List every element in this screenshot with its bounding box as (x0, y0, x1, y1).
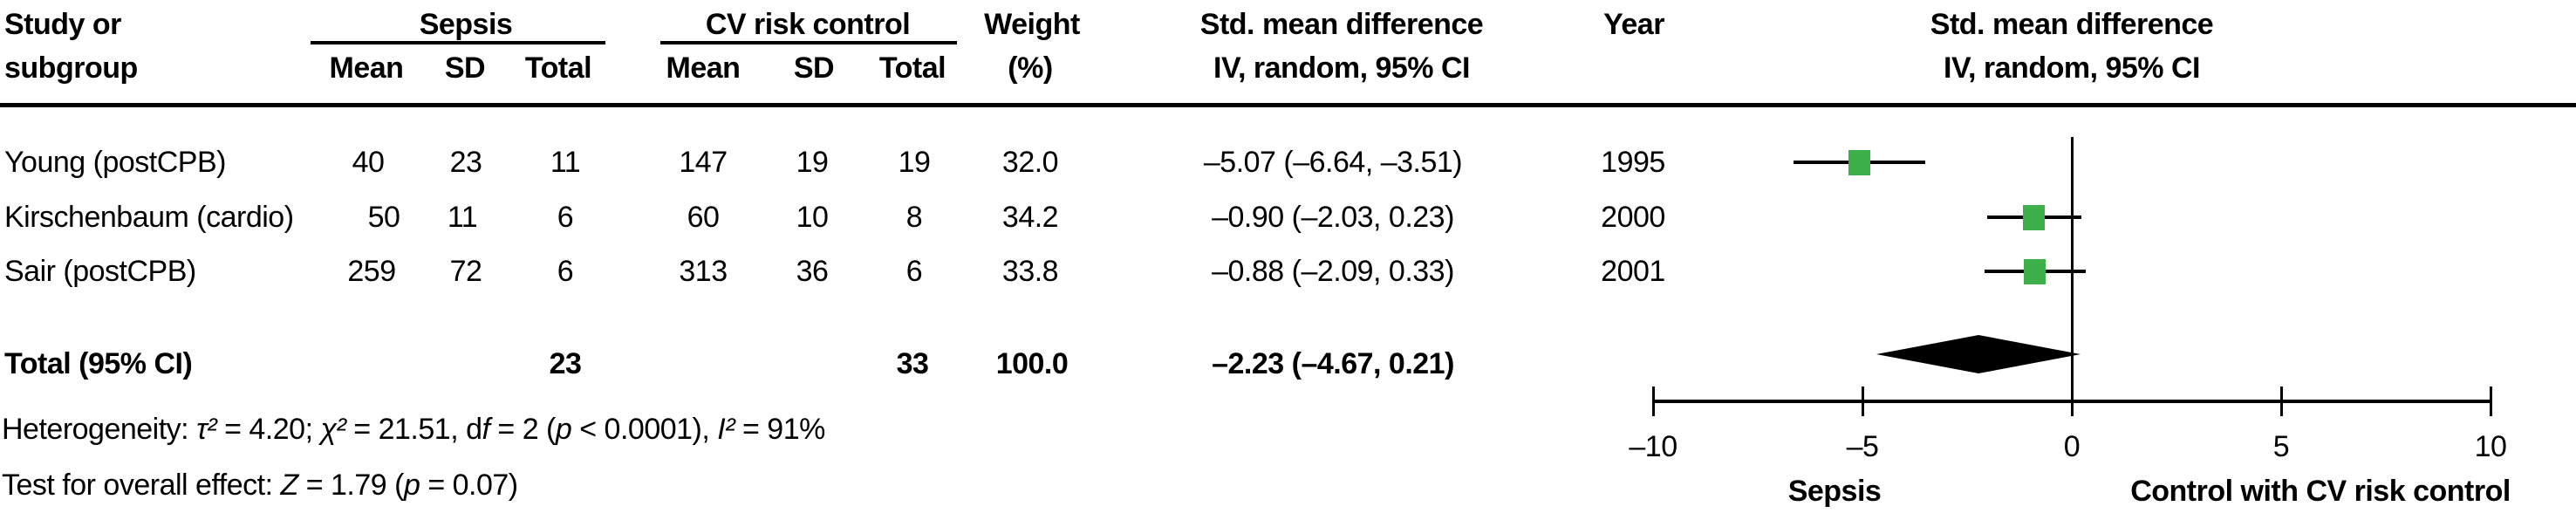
year-value: 2000 (1601, 201, 1665, 234)
total-diamond-shape (1876, 335, 2081, 373)
footnote-segment: p (403, 469, 420, 502)
control-sd-value: 36 (796, 255, 829, 288)
group2-underline (660, 41, 957, 44)
total-control-total: 33 (896, 347, 929, 380)
plot-header-line2: IV, random, 95% CI (1944, 51, 2200, 85)
header-g2-mean: Mean (666, 51, 741, 85)
header-g1-mean: Mean (329, 51, 404, 85)
footnote-segment: < 0.0001), (571, 413, 718, 446)
heterogeneity-note: Heterogeneity: τ² = 4.20; χ² = 21.51, df… (2, 414, 825, 444)
control-total-value: 8 (905, 201, 923, 234)
weight-value: 34.2 (1001, 201, 1059, 234)
sepsis-sd-value: 11 (447, 201, 478, 234)
total-sepsis-total: 23 (549, 347, 582, 380)
study-marker-square (2024, 258, 2046, 284)
header-rule (0, 103, 2576, 107)
group1-underline (311, 41, 605, 44)
footnote-segment: = 4.20; (216, 413, 321, 446)
total-smd-ci: –2.23 (–4.67, 0.21) (1212, 347, 1454, 380)
footnote-segment: Test for overall effect: (2, 469, 281, 502)
total-diamond (1876, 335, 2081, 373)
sepsis-mean-value: 50 (367, 201, 400, 234)
plot-header-line1: Std. mean difference (1930, 8, 2214, 41)
smd-ci-value: –0.88 (–2.09, 0.33) (1212, 255, 1454, 288)
study-name: Sair (postCPB) (4, 255, 196, 288)
footnote-segment: τ² (196, 413, 217, 446)
study-name: Kirschenbaum (cardio) (4, 201, 294, 234)
x-axis-tick (1861, 387, 1864, 416)
header-g2-sd: SD (793, 51, 835, 85)
control-mean-value: 60 (687, 201, 720, 234)
sepsis-total-value: 6 (557, 255, 574, 288)
x-axis-tick (2489, 387, 2492, 416)
header-group2: CV risk control (705, 8, 911, 41)
header-smd-line1: Std. mean difference (1199, 8, 1484, 41)
x-axis-tick-label: –5 (1846, 430, 1879, 463)
control-total-value: 19 (898, 146, 931, 179)
header-weight-line2: (%) (1008, 51, 1053, 85)
footnote-segment: Z (280, 469, 298, 502)
header-study-line2: subgroup (4, 51, 138, 85)
x-axis-tick (2279, 387, 2283, 416)
study-marker-square (1848, 149, 1871, 175)
control-sd-value: 19 (796, 146, 829, 179)
header-study-line1: Study or (4, 8, 121, 41)
footnote-segment: = 2 ( (489, 413, 556, 446)
x-axis-tick-label: 10 (2474, 430, 2507, 463)
x-axis-tick-label: 0 (2063, 430, 2081, 463)
header-g1-sd: SD (444, 51, 486, 85)
year-value: 2001 (1601, 255, 1665, 288)
header-group1: Sepsis (419, 8, 513, 41)
header-g1-total: Total (524, 51, 592, 85)
footnote-segment: = 21.51, d (345, 413, 482, 446)
axis-label-left: Sepsis (1787, 475, 1882, 508)
sepsis-sd-value: 23 (449, 146, 482, 179)
total-label: Total (95% CI) (4, 347, 193, 380)
control-total-value: 6 (905, 255, 923, 288)
control-mean-value: 147 (679, 146, 728, 179)
zero-effect-line (2070, 137, 2074, 401)
footnote-segment: f (482, 413, 490, 446)
footnote-segment: = 1.79 ( (297, 469, 405, 502)
footnote-segment: Heterogeneity: (2, 413, 197, 446)
weight-value: 33.8 (1001, 255, 1059, 288)
x-axis-tick-label: –10 (1629, 430, 1677, 463)
axis-label-right: Control with CV risk control (2130, 475, 2511, 508)
control-mean-value: 313 (679, 255, 728, 288)
header-year: Year (1603, 8, 1664, 41)
smd-ci-value: –0.90 (–2.03, 0.23) (1212, 201, 1454, 234)
footnote-segment: I² (717, 413, 735, 446)
sepsis-total-value: 6 (557, 201, 574, 234)
header-smd-line2: IV, random, 95% CI (1213, 51, 1470, 85)
footnote-segment: = 91% (735, 413, 825, 446)
header-weight-line1: Weight (984, 8, 1080, 41)
smd-ci-value: –5.07 (–6.64, –3.51) (1203, 146, 1463, 179)
total-weight: 100.0 (995, 347, 1069, 380)
footnote-segment: χ² (320, 413, 346, 446)
x-axis-tick (2070, 387, 2074, 416)
study-name: Young (postCPB) (4, 146, 226, 179)
header-g2-total: Total (878, 51, 946, 85)
sepsis-total-value: 11 (550, 146, 581, 179)
x-axis-tick-label: 5 (2272, 430, 2290, 463)
footnote-segment: = 0.07) (420, 469, 518, 502)
sepsis-mean-value: 259 (347, 255, 396, 288)
footnote-segment: p (555, 413, 572, 446)
control-sd-value: 10 (796, 201, 829, 234)
x-axis-tick (1651, 387, 1655, 416)
sepsis-sd-value: 72 (449, 255, 482, 288)
study-marker-square (2023, 204, 2046, 230)
year-value: 1995 (1601, 146, 1665, 179)
sepsis-mean-value: 40 (352, 146, 385, 179)
overall-effect-note: Test for overall effect: Z = 1.79 (p = 0… (2, 470, 518, 500)
weight-value: 32.0 (1001, 146, 1059, 179)
